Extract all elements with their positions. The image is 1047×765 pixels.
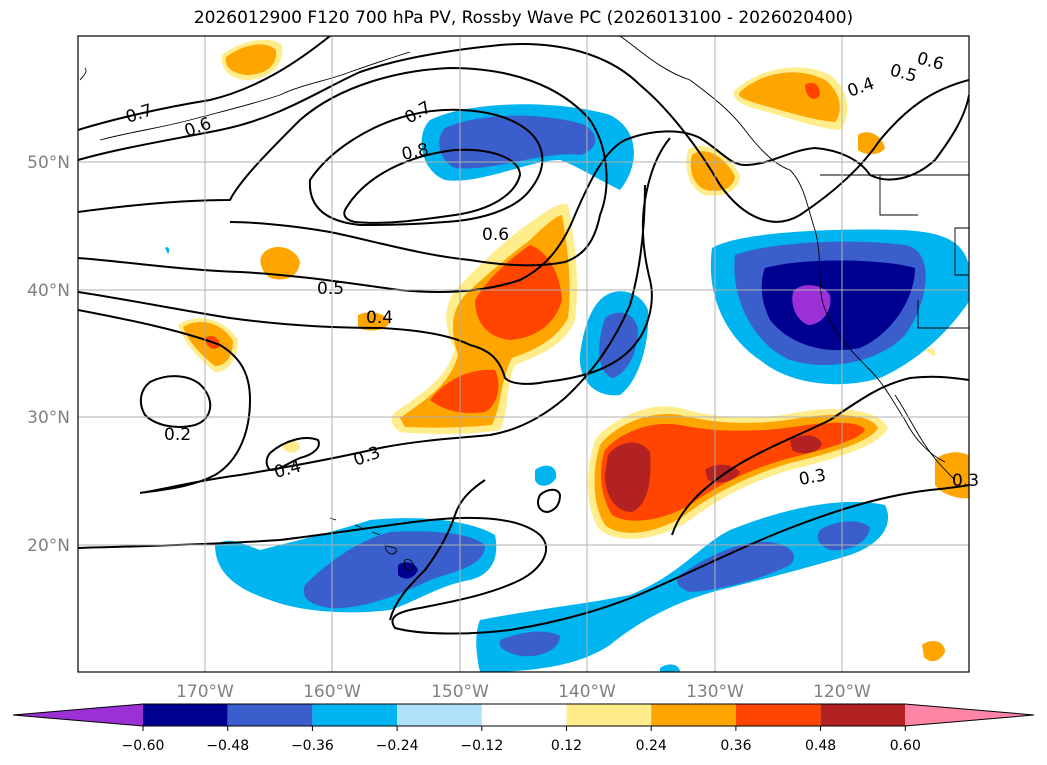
colorbar-segment: [481, 704, 567, 726]
colorbar-tick-label: −0.60: [122, 738, 165, 754]
pv-contours: [78, 36, 969, 635]
colorbar-tick-label: −0.24: [376, 738, 419, 754]
map-frame: [77, 35, 970, 673]
colorbar-segment: [312, 704, 398, 726]
colorbar-tick-label: −0.48: [206, 738, 249, 754]
colorbar-segment: [735, 704, 821, 726]
colorbar-segment: [227, 704, 313, 726]
lat-label: 20°N: [27, 536, 70, 556]
map-title: 2026012900 F120 700 hPa PV, Rossby Wave …: [193, 8, 854, 28]
positive-anomaly-alaska: [733, 67, 848, 130]
coastlines: [79, 36, 969, 571]
negative-anomaly-northpacific: [421, 104, 634, 190]
lat-label: 50°N: [27, 153, 70, 173]
positive-anomaly-central: [391, 204, 578, 435]
colorbar-tick-label: 0.48: [805, 738, 836, 754]
contour-label: 0.2: [164, 425, 191, 445]
colorbar-tick-label: −0.12: [460, 738, 503, 754]
lon-label: 150°W: [431, 682, 489, 702]
contour-label: 0.3: [797, 466, 827, 490]
negative-anomaly-strip: [579, 291, 649, 396]
colorbar-extend-left: [13, 704, 143, 726]
colorbar-tick-label: −0.36: [291, 738, 334, 754]
colorbar-segment: [820, 704, 906, 726]
contour-label: 0.3: [952, 471, 979, 491]
contour-label: 0.4: [366, 308, 393, 328]
graticule: [78, 36, 969, 672]
colorbar-tick-label: 0.36: [720, 738, 751, 754]
lon-label: 160°W: [303, 682, 361, 702]
colorbar-tick-label: 0.60: [890, 738, 921, 754]
colorbar: −0.60 −0.48 −0.36 −0.24 −0.12 0.12 0.24 …: [12, 703, 1035, 754]
contour-label-group: 0.7 0.6 0.7 0.8 0.6 0.5 0.4 0.2 0.4 0.3 …: [123, 49, 979, 491]
positive-anomaly-small-patches: [178, 39, 969, 662]
small-negative-patches: [165, 247, 936, 672]
negative-anomaly-southeast: [476, 501, 889, 672]
lon-label: 120°W: [813, 682, 871, 702]
colorbar-segment: [651, 704, 736, 726]
contour-label: 0.5: [317, 279, 344, 299]
latitude-labels: 50°N 40°N 30°N 20°N: [27, 153, 70, 556]
colorbar-segment: [566, 704, 652, 726]
lat-label: 40°N: [27, 281, 70, 301]
colorbar-tick-label: 0.12: [551, 738, 582, 754]
lat-label: 30°N: [27, 408, 70, 428]
colorbar-extend-right: [905, 704, 1034, 726]
colorbar-tick-label: 0.24: [636, 738, 667, 754]
lon-label: 140°W: [558, 682, 616, 702]
contour-label: 0.6: [482, 225, 509, 245]
colorbar-segment: [397, 704, 482, 726]
lon-label: 170°W: [176, 682, 234, 702]
longitude-labels: 170°W 160°W 150°W 140°W 130°W 120°W: [176, 682, 871, 702]
negative-anomaly-hawaii: [215, 518, 497, 613]
lon-label: 130°W: [686, 682, 744, 702]
colorbar-segment: [143, 704, 228, 726]
